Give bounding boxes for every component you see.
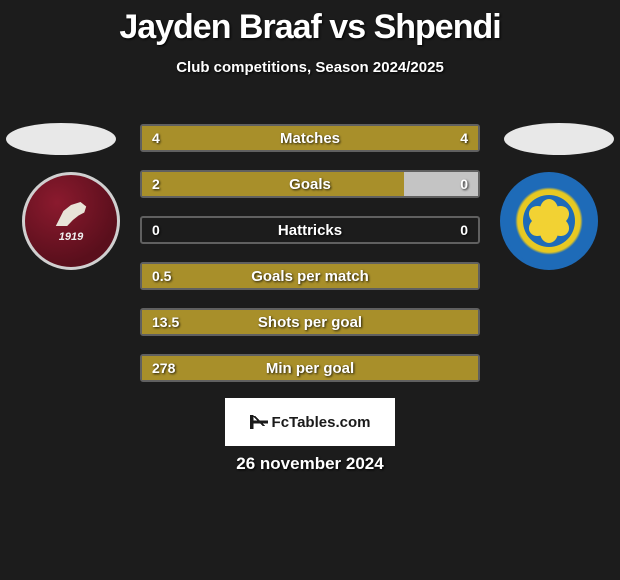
bar-right-value: 0 <box>460 222 468 238</box>
stat-bar-row: 0 0 Hattricks <box>140 216 480 244</box>
stat-bar-row: 2 0 Goals <box>140 170 480 198</box>
bar-left-value: 278 <box>152 360 175 376</box>
date-label: 26 november 2024 <box>0 454 620 474</box>
stats-bars-container: 4 4 Matches 2 0 Goals 0 0 Hattricks 0.5 Goals per … <box>140 124 480 400</box>
player-left-oval <box>6 123 116 155</box>
stat-bar-row: 4 4 Matches <box>140 124 480 152</box>
page-title: Jayden Braaf vs Shpendi <box>0 0 620 47</box>
bar-label: Goals per match <box>251 268 369 285</box>
team-left-badge: 1919 <box>22 172 120 270</box>
bar-label: Goals <box>289 176 331 193</box>
bar-right-value: 4 <box>460 130 468 146</box>
bar-label: Shots per goal <box>258 314 362 331</box>
team-right-badge <box>500 172 598 270</box>
bar-left-value: 0 <box>152 222 160 238</box>
bar-label: Hattricks <box>278 222 342 239</box>
bar-left-fill <box>142 172 404 196</box>
bar-label: Matches <box>280 130 340 147</box>
stat-bar-row: 0.5 Goals per match <box>140 262 480 290</box>
bar-left-value: 4 <box>152 130 160 146</box>
logo-text: FcTables.com <box>272 414 371 431</box>
bar-label: Min per goal <box>266 360 354 377</box>
chart-icon <box>250 415 268 429</box>
flower-icon <box>523 195 575 247</box>
bar-right-value: 0 <box>460 176 468 192</box>
page-subtitle: Club competitions, Season 2024/2025 <box>0 59 620 76</box>
player-right-oval <box>504 123 614 155</box>
fctables-logo: FcTables.com <box>225 398 395 446</box>
horse-icon <box>52 199 90 229</box>
bar-left-value: 0.5 <box>152 268 171 284</box>
stat-bar-row: 13.5 Shots per goal <box>140 308 480 336</box>
stat-bar-row: 278 Min per goal <box>140 354 480 382</box>
bar-left-value: 13.5 <box>152 314 179 330</box>
bar-left-value: 2 <box>152 176 160 192</box>
team-left-year: 1919 <box>59 231 83 243</box>
